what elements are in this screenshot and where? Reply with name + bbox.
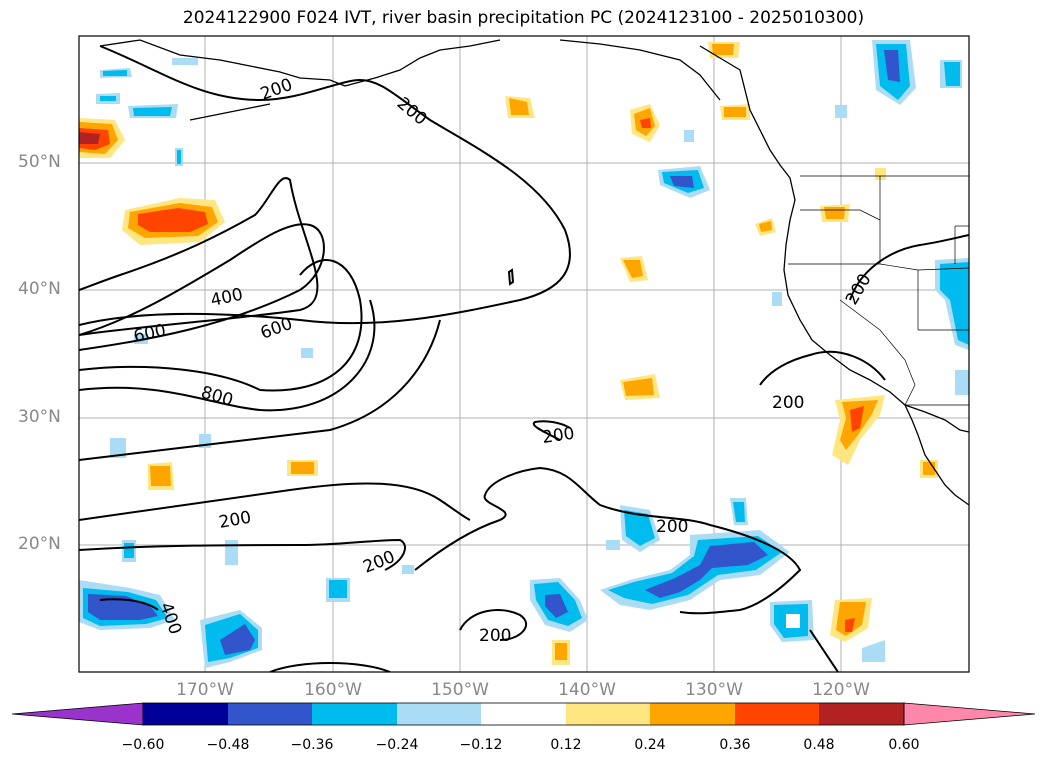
- contour-label: 200: [772, 393, 804, 413]
- borders: [788, 175, 969, 406]
- contour-label: 600: [132, 321, 168, 347]
- contour-label: 200: [842, 270, 876, 308]
- map-frame: [78, 35, 970, 673]
- contour-label: 200: [541, 424, 576, 448]
- lon-label: 150°W: [431, 680, 489, 700]
- contour-label: 800: [199, 383, 236, 411]
- colorbar-tick: −0.48: [206, 737, 250, 753]
- lat-label: 20°N: [18, 534, 61, 554]
- contour-label: 600: [258, 314, 295, 344]
- colorbar-tick: 0.48: [803, 737, 835, 753]
- lon-label: 170°W: [176, 680, 234, 700]
- lon-label: 140°W: [558, 680, 616, 700]
- lon-label: 130°W: [685, 680, 743, 700]
- precip-shading: [79, 40, 969, 668]
- colorbar-tick: −0.60: [121, 737, 165, 753]
- colorbar-tick: 0.12: [550, 737, 582, 753]
- lat-label: 30°N: [18, 407, 61, 427]
- contour-label: 200: [258, 75, 295, 105]
- contour-label: 200: [393, 94, 431, 130]
- colorbar-tick: −0.36: [290, 737, 334, 753]
- coastline: [99, 39, 969, 506]
- contour-label: 200: [656, 517, 688, 537]
- contour-label: 200: [217, 508, 252, 533]
- lon-label: 120°W: [812, 680, 870, 700]
- ivt-contours: [79, 45, 969, 672]
- lon-label: 160°W: [304, 680, 362, 700]
- colorbar-tick: 0.36: [719, 737, 751, 753]
- gridlines: [79, 36, 969, 672]
- contour-label: 400: [209, 285, 245, 311]
- colorbar-tick: −0.12: [459, 737, 503, 753]
- colorbar: [11, 702, 1036, 726]
- colorbar-tick: 0.24: [634, 737, 666, 753]
- map-title: 2024122900 F024 IVT, river basin precipi…: [182, 8, 865, 28]
- colorbar-tick: −0.24: [375, 737, 419, 753]
- contour-label: 200: [479, 626, 511, 646]
- lat-label: 50°N: [18, 152, 61, 172]
- contour-label: 400: [155, 600, 185, 637]
- contour-label: 200: [360, 547, 398, 578]
- colorbar-tick: 0.60: [888, 737, 920, 753]
- lat-label: 40°N: [18, 279, 61, 299]
